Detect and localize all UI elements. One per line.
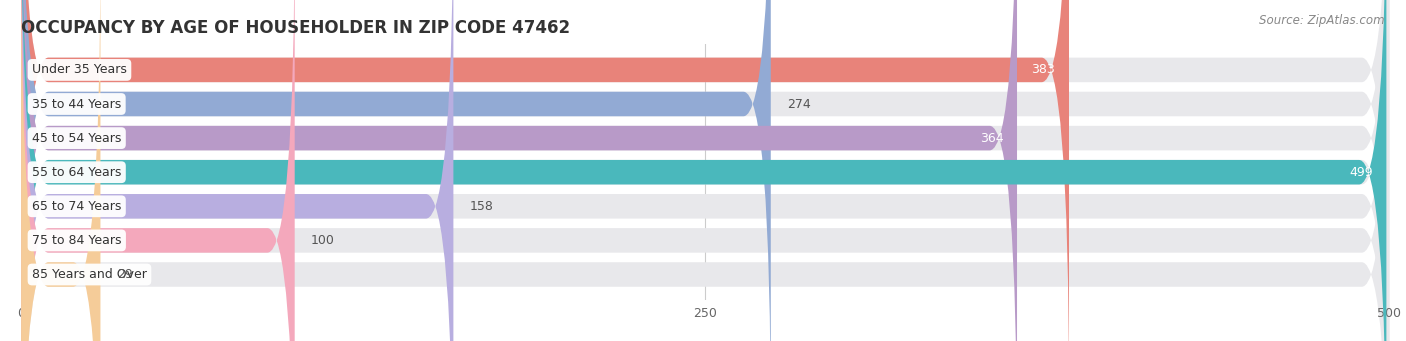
FancyBboxPatch shape [21, 0, 295, 341]
FancyBboxPatch shape [21, 0, 1017, 341]
Text: 65 to 74 Years: 65 to 74 Years [32, 200, 121, 213]
Text: OCCUPANCY BY AGE OF HOUSEHOLDER IN ZIP CODE 47462: OCCUPANCY BY AGE OF HOUSEHOLDER IN ZIP C… [21, 19, 571, 37]
FancyBboxPatch shape [21, 0, 1386, 341]
FancyBboxPatch shape [21, 0, 1069, 341]
FancyBboxPatch shape [21, 0, 1389, 341]
Text: 499: 499 [1350, 166, 1372, 179]
FancyBboxPatch shape [21, 0, 453, 341]
Text: 35 to 44 Years: 35 to 44 Years [32, 98, 121, 110]
Text: 274: 274 [787, 98, 811, 110]
Text: 29: 29 [117, 268, 132, 281]
Text: 55 to 64 Years: 55 to 64 Years [32, 166, 121, 179]
FancyBboxPatch shape [21, 0, 1389, 341]
FancyBboxPatch shape [21, 0, 1389, 341]
Text: 383: 383 [1032, 63, 1056, 76]
Text: 45 to 54 Years: 45 to 54 Years [32, 132, 121, 145]
Text: 100: 100 [311, 234, 335, 247]
Text: Under 35 Years: Under 35 Years [32, 63, 127, 76]
FancyBboxPatch shape [21, 0, 100, 341]
Text: 158: 158 [470, 200, 494, 213]
Text: Source: ZipAtlas.com: Source: ZipAtlas.com [1260, 14, 1385, 27]
FancyBboxPatch shape [21, 0, 770, 341]
FancyBboxPatch shape [21, 0, 1389, 341]
Text: 75 to 84 Years: 75 to 84 Years [32, 234, 121, 247]
FancyBboxPatch shape [21, 0, 1389, 341]
Text: 364: 364 [980, 132, 1004, 145]
Text: 85 Years and Over: 85 Years and Over [32, 268, 146, 281]
FancyBboxPatch shape [21, 0, 1389, 341]
FancyBboxPatch shape [21, 0, 1389, 341]
